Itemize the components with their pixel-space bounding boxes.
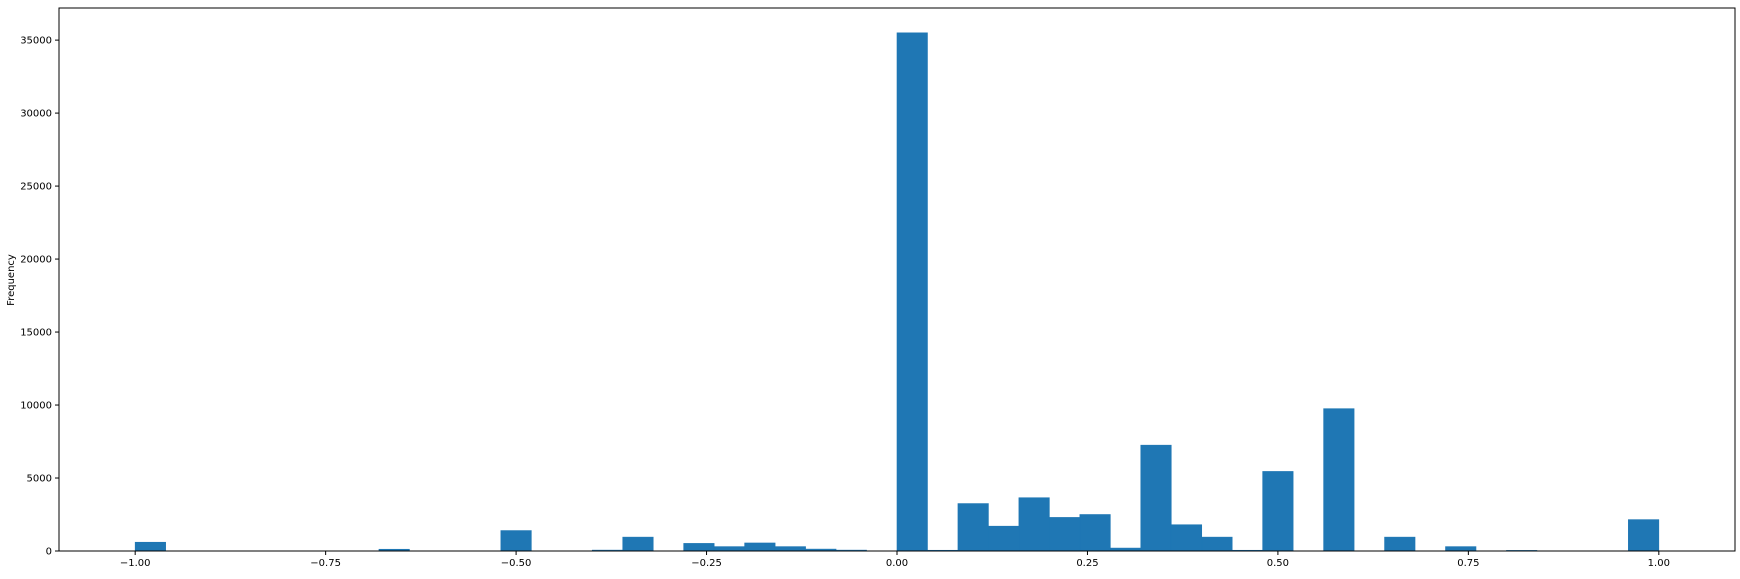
histogram-bar-4 (622, 536, 654, 552)
histogram-bar-13 (957, 503, 989, 552)
y-tick-label-7: 35000 (20, 36, 52, 47)
histogram-bar-17 (1079, 514, 1111, 552)
histogram-bar-14 (988, 525, 1020, 552)
y-tick-label-4: 20000 (20, 255, 52, 266)
histogram-bar-28 (1628, 519, 1660, 552)
x-tick-label-2: −0.50 (501, 558, 532, 569)
x-tick-label-8: 1.00 (1648, 558, 1670, 569)
x-tick-label-5: 0.25 (1076, 558, 1098, 569)
y-tick-label-3: 15000 (20, 328, 52, 339)
histogram-bar-7 (744, 542, 776, 552)
x-tick-label-3: −0.25 (691, 558, 722, 569)
y-tick-label-2: 10000 (20, 401, 52, 412)
y-tick-label-6: 30000 (20, 109, 52, 120)
histogram-bar-6 (713, 546, 745, 552)
histogram-bar-23 (1262, 471, 1294, 552)
histogram-bar-25 (1384, 536, 1416, 552)
histogram-bar-11 (896, 32, 928, 552)
x-tick-label-6: 0.50 (1267, 558, 1289, 569)
histogram-bar-5 (683, 543, 715, 552)
y-tick-label-5: 25000 (20, 182, 52, 193)
histogram-bar-20 (1170, 524, 1203, 552)
bars-layer (134, 32, 1660, 552)
x-tick-label-0: −1.00 (120, 558, 151, 569)
y-tick-label-0: 0 (46, 547, 52, 558)
axes-layer: −1.00 −0.75 −0.50 −0.25 0.00 0.25 0.50 0.75 1.00… (20, 7, 1736, 569)
x-tick-label-4: 0.00 (886, 558, 908, 569)
histogram-bar-2 (500, 530, 532, 552)
histogram-bar-0 (134, 541, 166, 552)
y-tick-label-1: 5000 (27, 474, 52, 485)
x-tick-label-7: 0.75 (1457, 558, 1479, 569)
histogram-bar-15 (1018, 497, 1050, 552)
y-axis-label: Frequency (6, 254, 17, 306)
histogram-bar-19 (1140, 444, 1172, 552)
x-tick-label-1: −0.75 (310, 558, 341, 569)
histogram-bar-21 (1201, 536, 1233, 552)
histogram-bar-8 (774, 546, 806, 552)
histogram-bar-16 (1049, 517, 1081, 552)
histogram-bar-26 (1445, 546, 1477, 552)
histogram-bar-24 (1323, 408, 1355, 552)
